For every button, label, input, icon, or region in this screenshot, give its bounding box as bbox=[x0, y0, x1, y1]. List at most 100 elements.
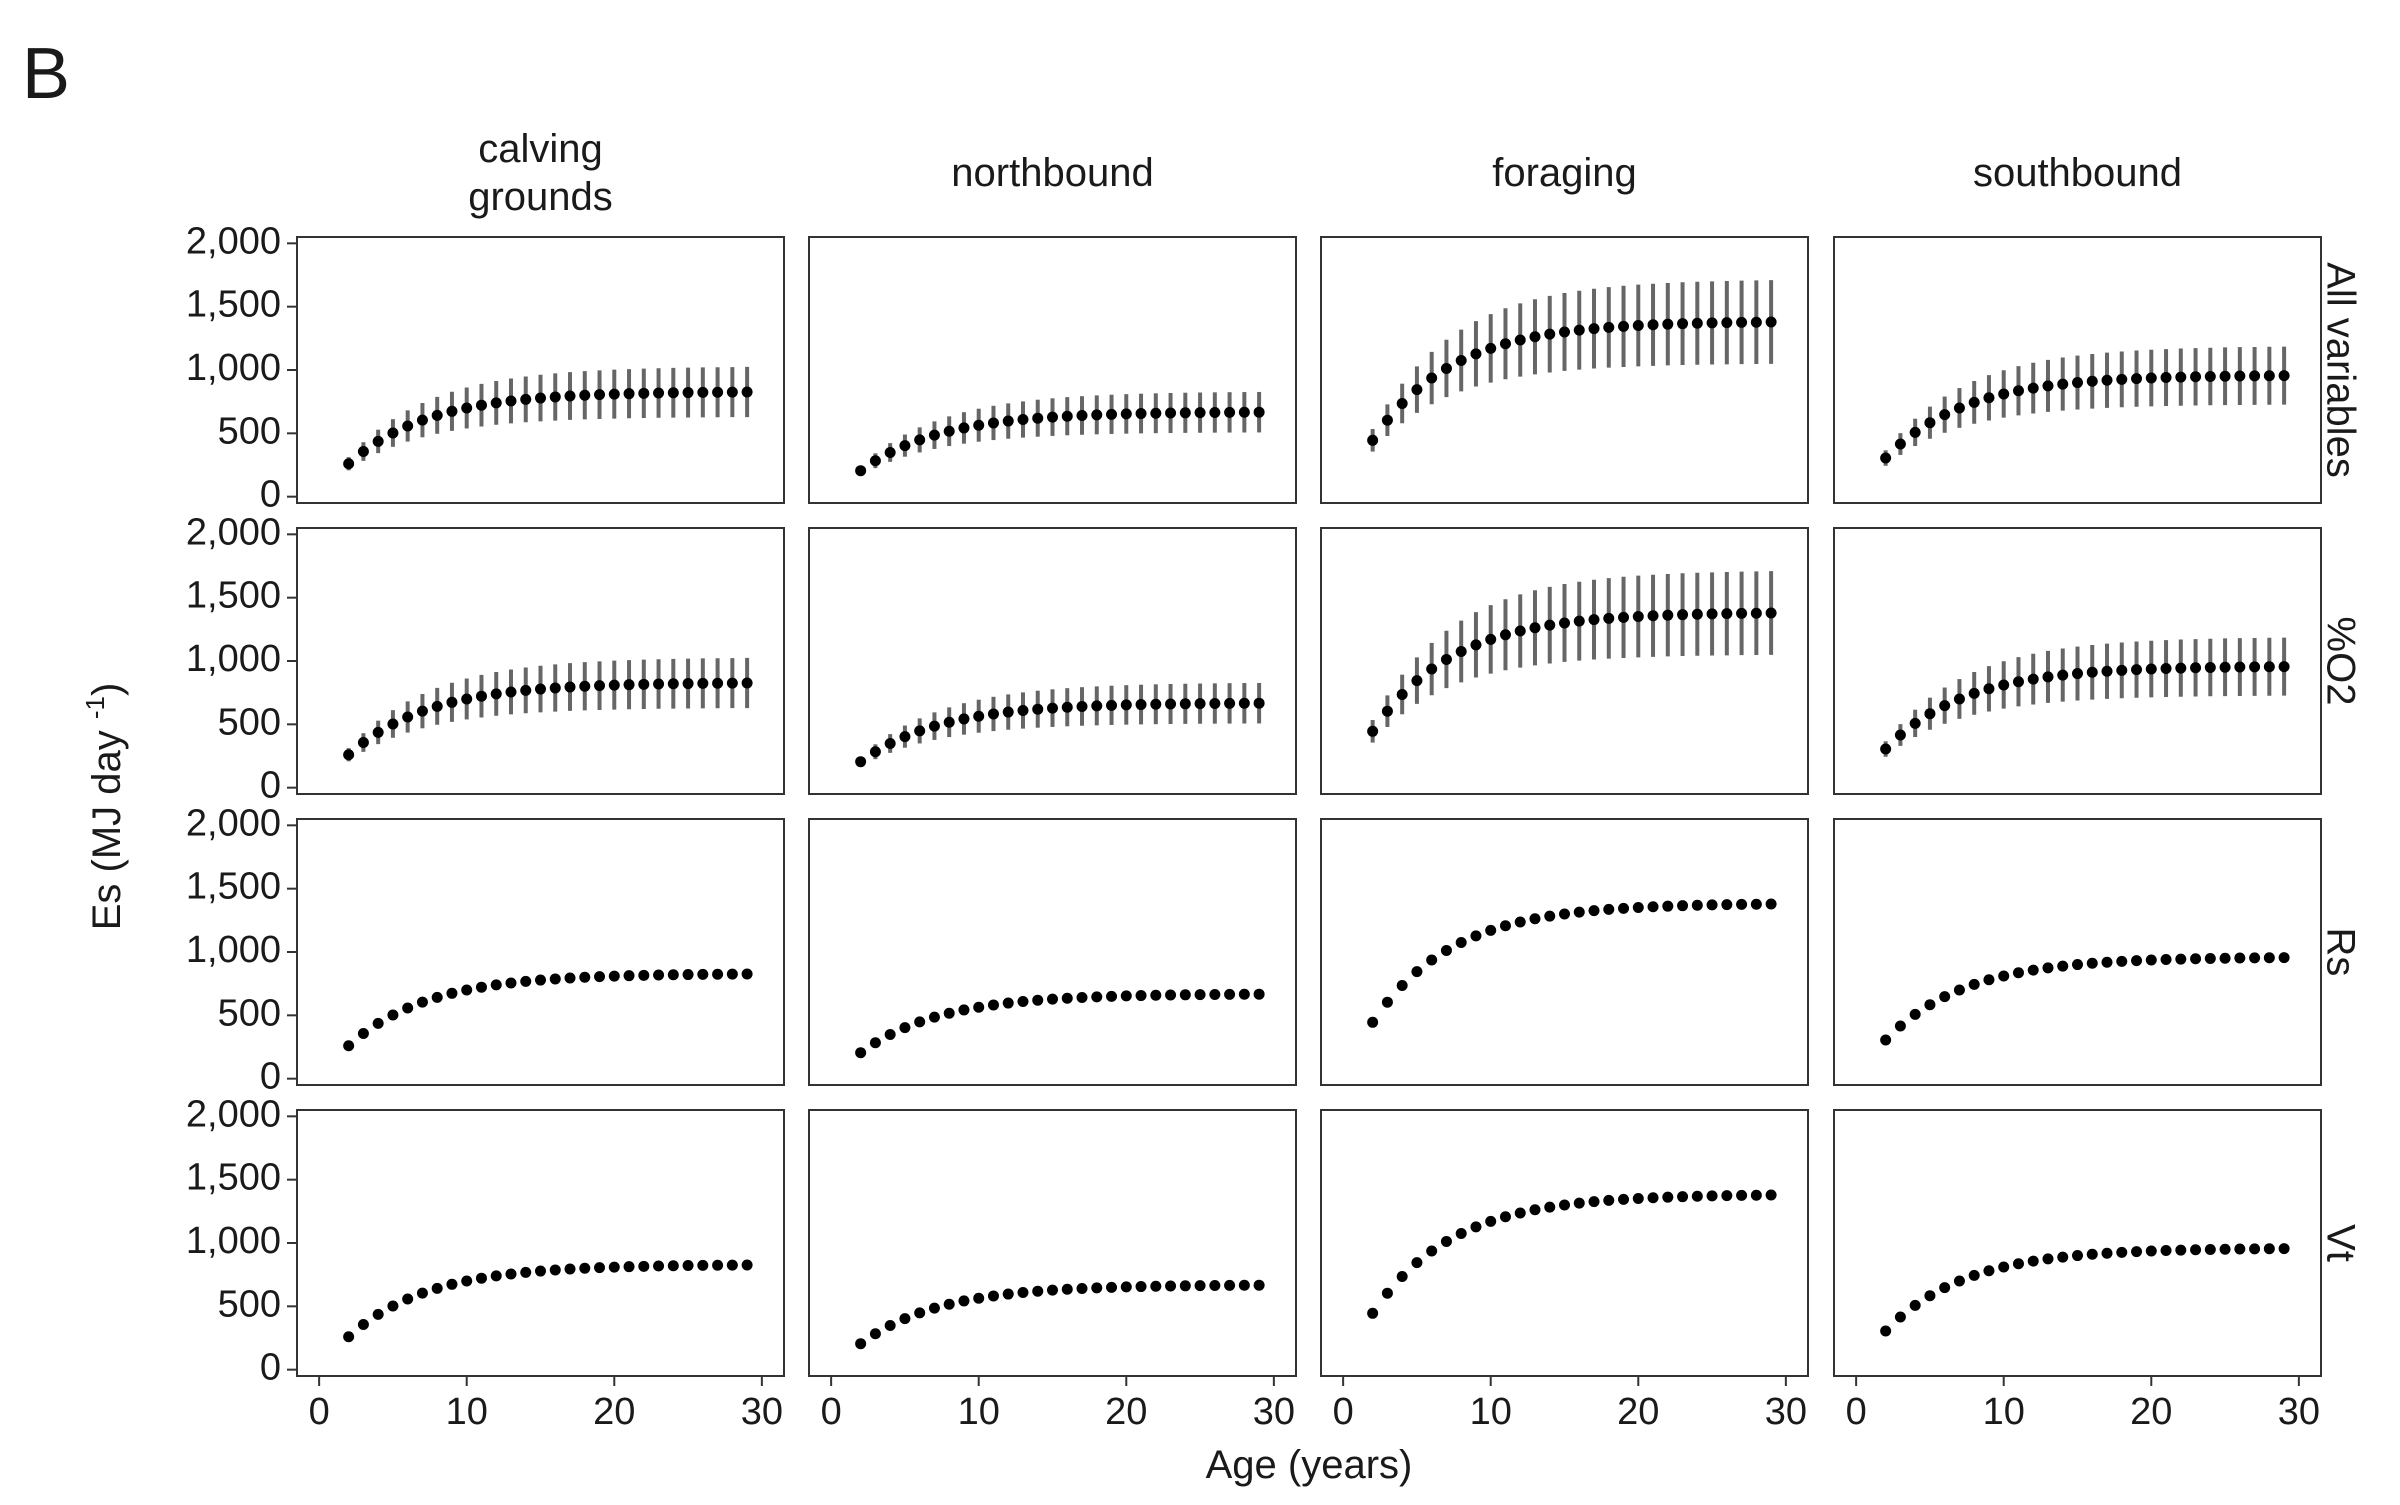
data-point bbox=[712, 1259, 724, 1271]
data-point bbox=[726, 1259, 738, 1271]
data-point bbox=[1367, 434, 1379, 446]
data-point bbox=[2116, 373, 2128, 385]
data-point bbox=[1647, 1192, 1659, 1204]
data-point bbox=[372, 726, 384, 738]
data-point bbox=[431, 1282, 443, 1294]
data-point bbox=[1603, 1194, 1615, 1206]
data-point bbox=[1573, 906, 1585, 918]
data-point bbox=[549, 391, 561, 403]
data-point bbox=[490, 979, 502, 991]
data-point bbox=[1426, 372, 1438, 384]
data-point bbox=[1485, 342, 1497, 354]
y-axis-title-superscript: -1 bbox=[80, 696, 110, 719]
data-point bbox=[2190, 953, 2202, 965]
data-point bbox=[372, 1308, 384, 1320]
data-point bbox=[1253, 1279, 1265, 1291]
data-point bbox=[2190, 662, 2202, 674]
data-point bbox=[1061, 410, 1073, 422]
data-point bbox=[1499, 920, 1511, 932]
data-point bbox=[535, 392, 546, 404]
data-point bbox=[1179, 1280, 1191, 1292]
data-point bbox=[446, 696, 458, 708]
y-tick-label: 0 bbox=[260, 765, 281, 807]
data-point bbox=[1588, 905, 1600, 917]
data-point bbox=[1150, 698, 1162, 710]
data-point bbox=[1894, 1020, 1906, 1032]
data-point bbox=[973, 419, 985, 431]
data-point bbox=[549, 973, 561, 985]
data-point bbox=[1440, 1235, 1452, 1247]
data-point bbox=[1559, 617, 1570, 629]
column-label-2: foraging bbox=[1492, 151, 1637, 195]
facet-panel-r3-c3 bbox=[1833, 1109, 2322, 1377]
data-point bbox=[431, 991, 443, 1003]
data-point bbox=[2116, 664, 2128, 676]
data-point bbox=[1179, 698, 1191, 710]
data-point bbox=[1632, 1192, 1644, 1204]
data-point bbox=[1061, 992, 1073, 1004]
data-point bbox=[1736, 607, 1748, 619]
data-point bbox=[1238, 988, 1250, 1000]
data-point bbox=[1194, 698, 1206, 710]
y-tick-label: 1,000 bbox=[186, 347, 281, 389]
data-point bbox=[1396, 397, 1408, 409]
data-point bbox=[1032, 1285, 1044, 1297]
x-tick-label: 30 bbox=[741, 1391, 783, 1433]
data-point bbox=[1968, 978, 1980, 990]
data-point bbox=[2116, 955, 2128, 967]
data-point bbox=[1165, 698, 1177, 710]
data-point bbox=[1106, 699, 1118, 711]
data-point bbox=[653, 678, 665, 690]
data-point bbox=[1120, 1281, 1132, 1293]
data-point bbox=[869, 746, 881, 758]
data-point bbox=[2072, 377, 2083, 389]
data-point bbox=[2131, 664, 2143, 676]
facet-panel-r2-c1 bbox=[808, 818, 1297, 1086]
data-point bbox=[1514, 625, 1526, 637]
data-point bbox=[2263, 370, 2275, 382]
data-point bbox=[741, 386, 753, 398]
data-point bbox=[2160, 1245, 2172, 1257]
x-tick-label: 10 bbox=[446, 1391, 488, 1433]
y-tick-label: 500 bbox=[218, 1283, 281, 1325]
data-point bbox=[431, 700, 443, 712]
data-point bbox=[461, 984, 473, 996]
data-point bbox=[1765, 316, 1777, 328]
data-point bbox=[564, 681, 576, 693]
panel-border bbox=[808, 1109, 1297, 1377]
data-point bbox=[520, 975, 532, 987]
data-point bbox=[1017, 1286, 1029, 1298]
data-point bbox=[520, 684, 532, 696]
data-point bbox=[1032, 412, 1044, 424]
data-point bbox=[1396, 979, 1408, 991]
data-point bbox=[1135, 408, 1147, 420]
data-point bbox=[623, 388, 635, 400]
data-point bbox=[1194, 989, 1206, 1001]
data-point bbox=[402, 711, 414, 723]
data-point bbox=[520, 1266, 532, 1278]
facet-panel-r1-c2 bbox=[1320, 527, 1809, 795]
data-point bbox=[2012, 1258, 2024, 1270]
data-point bbox=[1632, 319, 1644, 331]
data-point bbox=[1150, 407, 1162, 419]
facet-panel-r3-c1 bbox=[808, 1109, 1297, 1377]
data-point bbox=[697, 386, 709, 398]
data-point bbox=[1750, 607, 1762, 619]
data-point bbox=[884, 1028, 896, 1040]
data-point bbox=[1470, 1221, 1482, 1233]
data-point bbox=[1647, 319, 1659, 331]
panel-border bbox=[296, 527, 785, 795]
row-label-2: Rs bbox=[2318, 928, 2362, 977]
data-point bbox=[855, 465, 867, 477]
data-point bbox=[1135, 990, 1147, 1002]
data-point bbox=[855, 756, 867, 768]
data-point bbox=[2027, 382, 2039, 394]
data-point bbox=[549, 1264, 561, 1276]
data-point bbox=[2027, 1255, 2039, 1267]
data-point bbox=[2278, 661, 2290, 673]
data-point bbox=[2175, 953, 2187, 965]
data-point bbox=[1706, 899, 1718, 911]
data-point bbox=[1677, 1191, 1689, 1203]
data-point bbox=[667, 969, 679, 981]
